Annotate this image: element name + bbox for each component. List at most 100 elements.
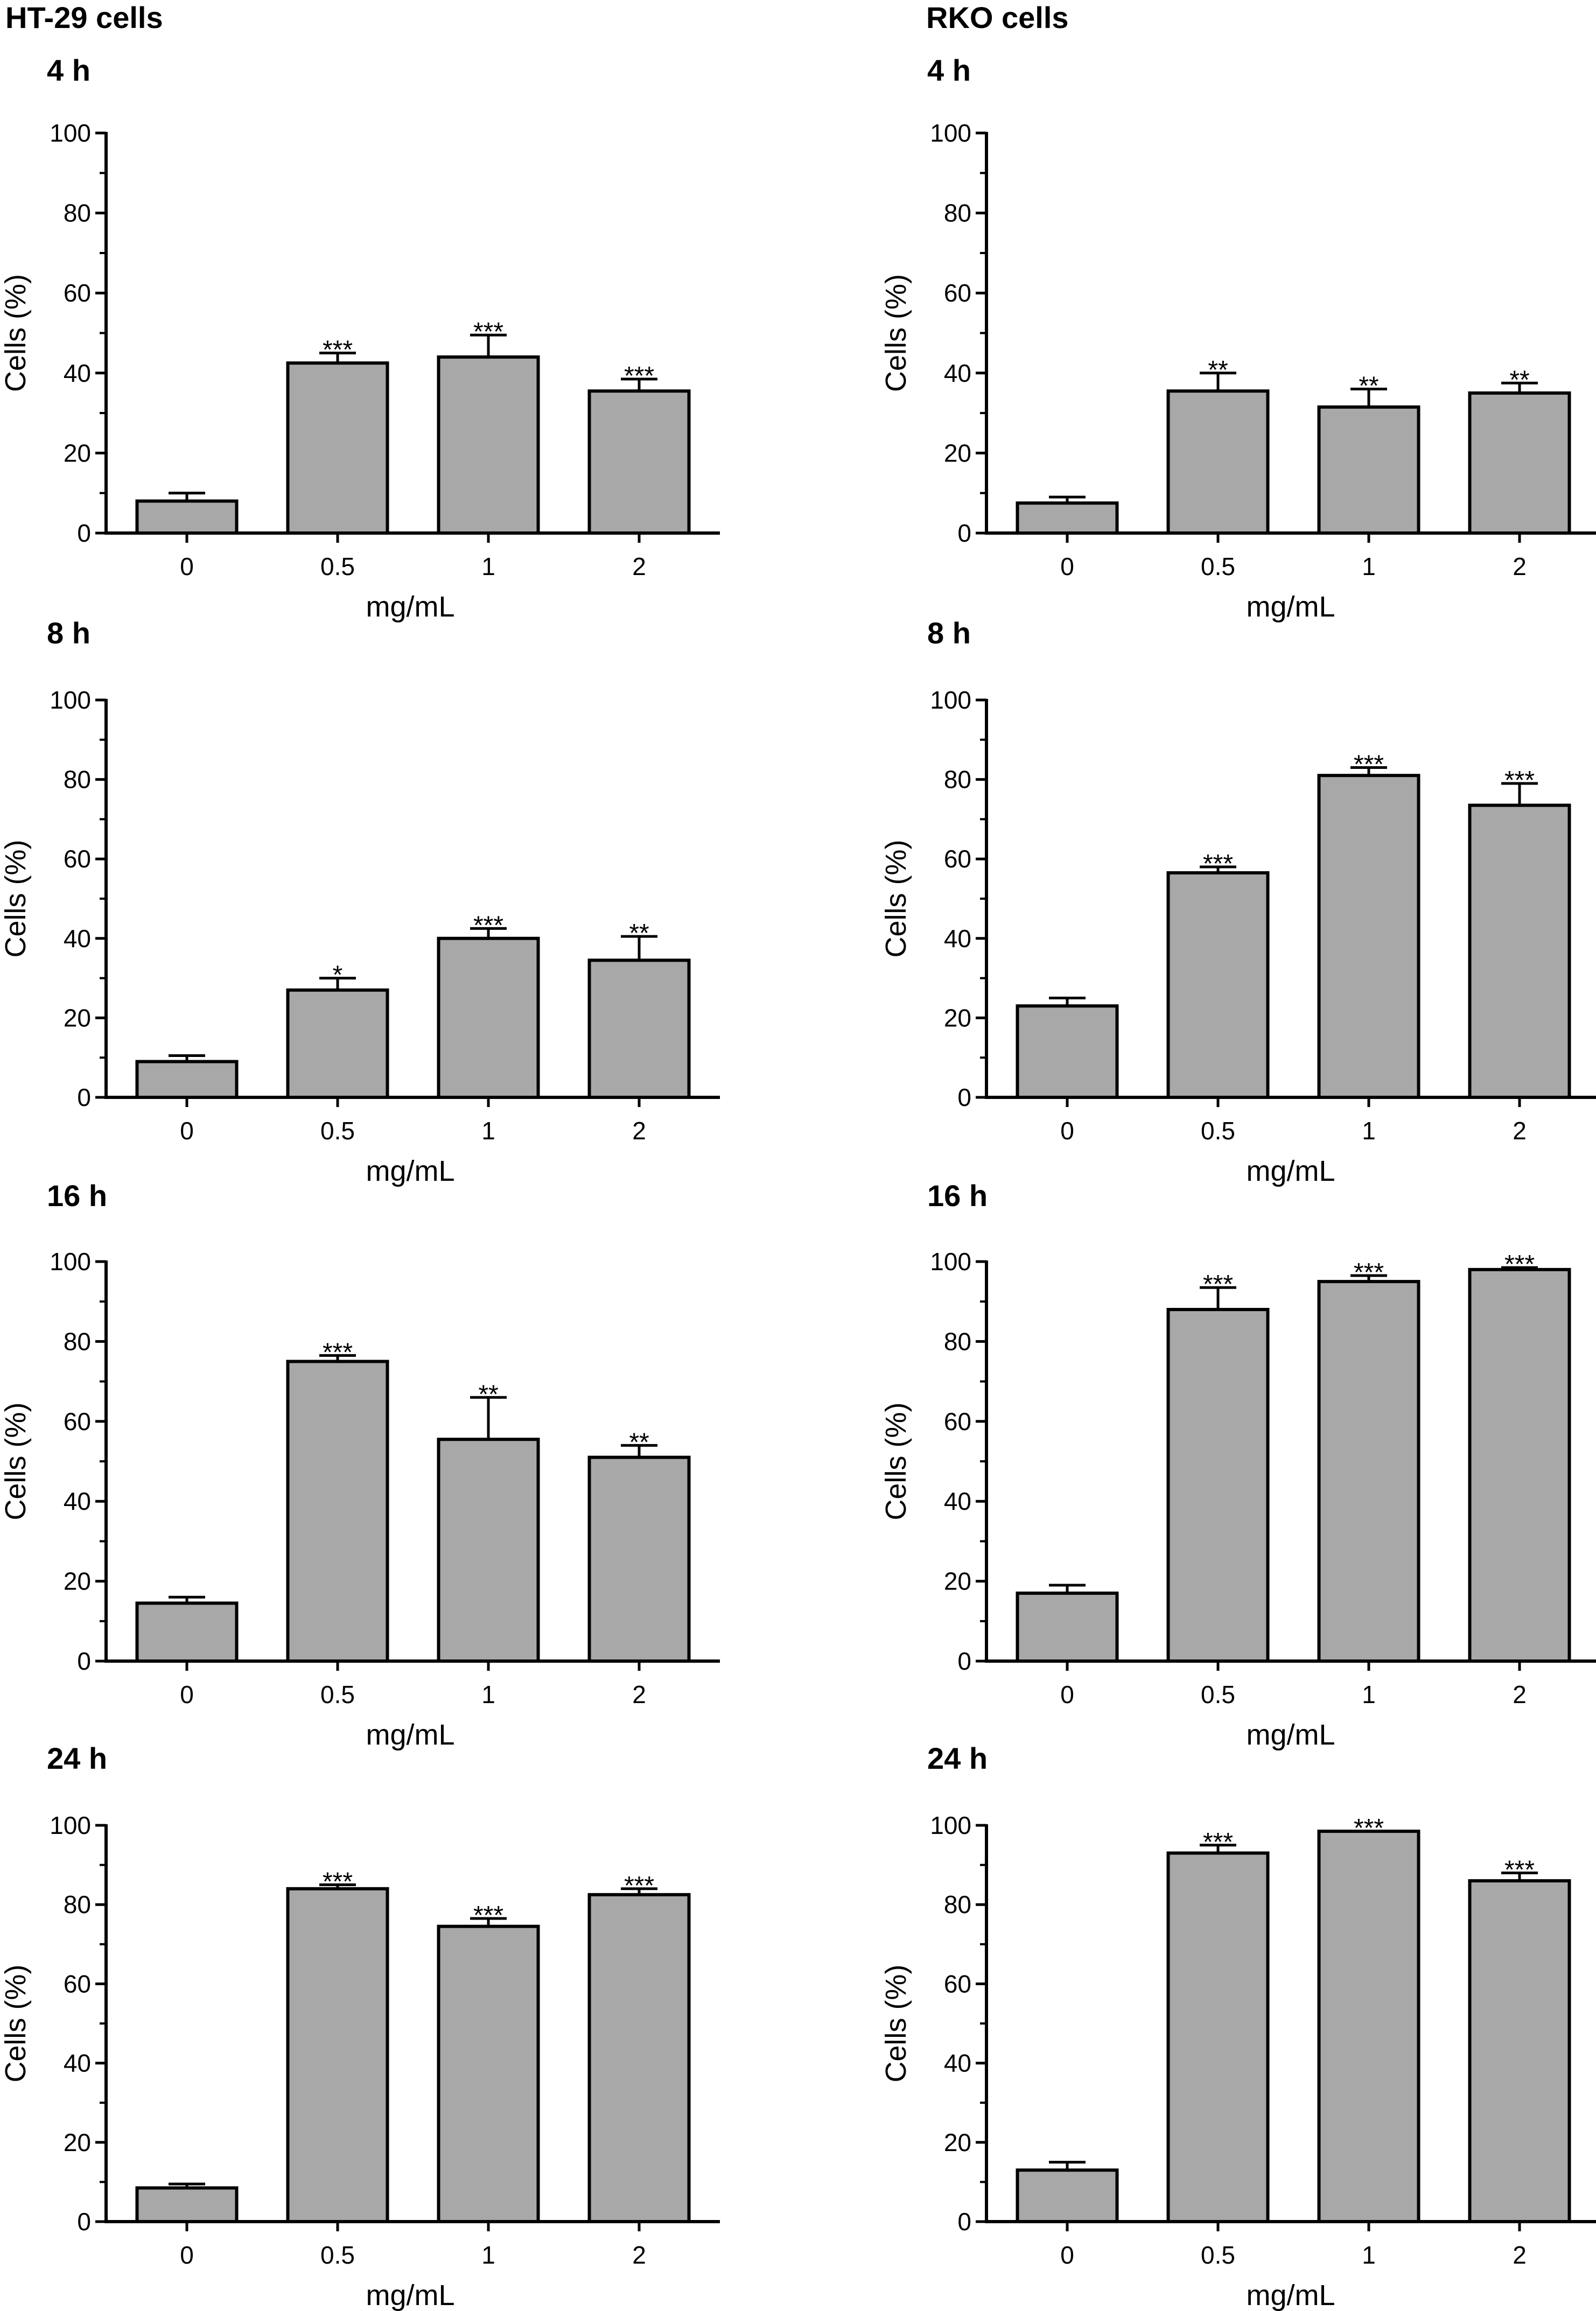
x-tick-label: 0.5 [320,1680,355,1708]
bar [135,1601,239,1663]
chart-panel-ht29-8h: 8 h 0 20 40 60 80 100 Cells (%) 0 0.5 * 1 *** 2 ** mg/m… [0,616,720,1187]
bar [1166,1308,1270,1663]
x-tick-label: 2 [632,1680,646,1708]
y-tick-label: 60 [64,1407,91,1435]
y-tick-label: 100 [930,686,971,714]
x-tick-label: 1 [481,2241,495,2269]
y-tick-label: 40 [64,2049,91,2077]
y-tick-label: 100 [50,686,91,714]
bar [587,958,691,1100]
y-tick-label: 100 [930,1811,971,1839]
y-tick-label: 60 [944,1970,971,1998]
bar [437,355,540,535]
x-tick-label: 1 [1362,1117,1376,1145]
x-axis-label: mg/mL [366,1719,454,1751]
y-tick-label: 20 [64,2128,91,2156]
x-tick-label: 1 [1362,2241,1376,2269]
y-tick-label: 20 [64,1004,91,1032]
significance-label: ** [1208,356,1228,384]
y-tick-label: 80 [944,766,971,794]
y-tick-label: 60 [944,845,971,873]
chart-panel-rko-16h: 16 h 0 20 40 60 80 100 Cells (%) 0 0.5 *** 1 *** 2 ***… [880,1179,1596,1751]
significance-label: *** [323,1338,353,1367]
y-tick-label: 80 [944,199,971,227]
panel-title: 16 h [47,1179,107,1213]
bar [587,389,691,535]
x-tick-label: 0.5 [1201,2241,1235,2269]
x-tick-label: 1 [481,552,495,580]
y-axis-label: Cells (%) [880,1402,912,1520]
y-tick-label: 60 [944,1407,971,1435]
bar [587,1893,691,2224]
y-tick-label: 20 [944,439,971,467]
significance-label: *** [1203,850,1233,878]
bar [437,936,540,1100]
x-tick-label: 0.5 [320,2241,355,2269]
bar [286,1360,389,1663]
x-tick-label: 0.5 [1201,552,1235,580]
significance-label: *** [1203,1270,1233,1299]
y-tick-label: 60 [64,1970,91,1998]
x-tick-label: 0 [180,1117,194,1145]
x-axis-label: mg/mL [1246,2279,1335,2311]
bar [1468,1879,1571,2224]
y-tick-label: 0 [957,2208,971,2236]
x-tick-label: 0.5 [1201,1117,1235,1145]
y-tick-label: 80 [944,1327,971,1355]
bar [587,1455,691,1663]
column-title-ht29: HT-29 cells [5,1,163,34]
y-tick-label: 20 [944,1004,971,1032]
chart-panel-rko-4h: 4 h 0 20 40 60 80 100 Cells (%) 0 0.5 ** 1 ** 2 ** mg/m… [880,53,1596,623]
significance-label: * [333,961,343,990]
significance-label: ** [629,919,649,948]
x-tick-label: 0.5 [320,552,355,580]
panel-title: 24 h [47,1741,107,1775]
bar [286,361,389,535]
panel-title: 4 h [927,53,971,87]
y-axis-label: Cells (%) [0,1402,32,1520]
y-tick-label: 40 [64,359,91,387]
bar [1166,1851,1270,2223]
x-axis-label: mg/mL [366,591,454,623]
significance-label: *** [473,911,503,940]
y-tick-label: 80 [944,1890,971,1918]
significance-label: *** [1203,1828,1233,1857]
y-tick-label: 0 [957,1647,971,1675]
bar [135,2186,239,2223]
y-tick-label: 40 [64,925,91,953]
chart-panel-ht29-24h: 24 h 0 20 40 60 80 100 Cells (%) 0 0.5 *** 1 *** 2 ***… [0,1741,720,2311]
y-tick-label: 60 [944,279,971,307]
y-axis-label: Cells (%) [0,274,32,392]
y-axis-label: Cells (%) [880,274,912,392]
x-tick-label: 0 [180,552,194,580]
chart-panel-rko-24h: 24 h 0 20 40 60 80 100 Cells (%) 0 0.5 *** 1 *** 2 ***… [880,1741,1596,2311]
x-tick-label: 1 [1362,1680,1376,1708]
y-tick-label: 0 [77,1083,91,1111]
chart-panel-rko-8h: 8 h 0 20 40 60 80 100 Cells (%) 0 0.5 *** 1 *** 2 *** m… [880,616,1596,1187]
bar [437,1438,540,1663]
significance-label: ** [629,1428,649,1456]
x-tick-label: 0 [1060,1117,1074,1145]
y-axis-label: Cells (%) [0,1964,32,2082]
significance-label: ** [1509,366,1529,394]
x-tick-label: 0 [180,1680,194,1708]
x-axis-label: mg/mL [1246,1155,1335,1187]
x-tick-label: 2 [1513,1117,1527,1145]
bar [1468,1267,1571,1663]
y-tick-label: 100 [930,1248,971,1276]
x-axis-label: mg/mL [366,2279,454,2311]
y-axis-label: Cells (%) [880,839,912,957]
panel-title: 8 h [927,616,971,650]
significance-label: ** [478,1380,498,1409]
significance-label: *** [1354,1258,1384,1287]
x-tick-label: 2 [632,552,646,580]
x-tick-label: 1 [1362,552,1376,580]
column-title-rko: RKO cells [926,1,1069,34]
y-tick-label: 0 [957,1083,971,1111]
x-axis-label: mg/mL [366,1155,454,1187]
bar [1468,391,1571,535]
x-tick-label: 1 [481,1117,495,1145]
chart-panel-ht29-4h: 4 h 0 20 40 60 80 100 Cells (%) 0 0.5 *** 1 *** 2 *** m… [0,53,720,623]
bar [286,1887,389,2223]
